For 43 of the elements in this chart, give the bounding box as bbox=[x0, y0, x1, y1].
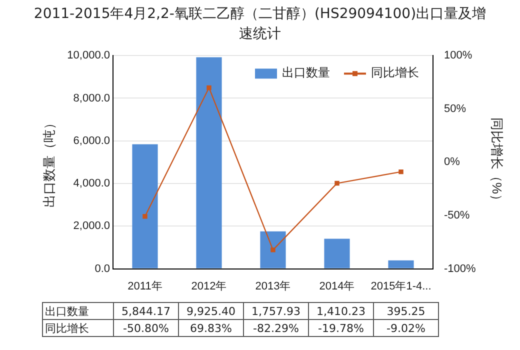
data-label: -19.78% bbox=[308, 320, 374, 336]
data-label: 69.83% bbox=[178, 320, 244, 336]
data-label: 395.25 bbox=[374, 302, 438, 320]
x-tick-label: 2014年 bbox=[319, 280, 355, 292]
chart-title: 2011-2015年4月2,2-氧联二乙醇（二甘醇）(HS29094100)出口量及增速统计 bbox=[32, 5, 488, 44]
data-label: -82.29% bbox=[244, 320, 308, 336]
data-label: 1,410.23 bbox=[308, 302, 374, 320]
y-tick-label: 8,000.0 bbox=[73, 92, 110, 104]
y2-tick-label: 100% bbox=[444, 50, 472, 62]
bar bbox=[260, 231, 286, 268]
y2-tick-label: 50% bbox=[444, 102, 466, 115]
point bbox=[398, 169, 404, 174]
y-tick-label: 0.0 bbox=[94, 262, 110, 275]
bar bbox=[324, 238, 350, 268]
y2-tick-label: -50% bbox=[444, 210, 470, 222]
x-tick-label: 2012年 bbox=[191, 280, 227, 292]
point bbox=[270, 248, 276, 252]
legend-label: 同比增长 bbox=[371, 66, 419, 80]
data-label: 9,925.40 bbox=[178, 302, 244, 320]
text: 出口数量 bbox=[45, 304, 89, 318]
x-tick-label: 2013年 bbox=[255, 280, 291, 292]
bar bbox=[196, 57, 222, 268]
bar bbox=[388, 260, 414, 268]
y-tick-label: 2,000.0 bbox=[73, 220, 110, 232]
y-tick-label: 4,000.0 bbox=[73, 178, 110, 190]
x-tick-label: 2015年1-4... bbox=[370, 280, 432, 292]
legend-label: 出口数量 bbox=[282, 66, 330, 80]
x-tick-label: 2011年 bbox=[128, 280, 162, 292]
y-tick-label: 6,000.0 bbox=[73, 134, 110, 147]
y-tick-label: 10,000.0 bbox=[67, 50, 110, 62]
data-label: -50.80% bbox=[114, 320, 178, 336]
point bbox=[334, 180, 340, 186]
bar bbox=[132, 144, 158, 268]
y-axis-title: 出口数量（吨） bbox=[41, 116, 56, 208]
point bbox=[142, 214, 148, 219]
y2-tick-label: -100% bbox=[444, 262, 476, 275]
data-label: 5,844.17 bbox=[114, 302, 178, 320]
point bbox=[206, 85, 212, 90]
y2-axis-title: 同比增长（%） bbox=[490, 117, 505, 207]
y2-tick-label: 0% bbox=[444, 156, 460, 168]
data-label: 1,757.93 bbox=[244, 302, 308, 320]
data-label: -9.02% bbox=[374, 320, 438, 336]
text: 同比增长 bbox=[45, 322, 89, 334]
